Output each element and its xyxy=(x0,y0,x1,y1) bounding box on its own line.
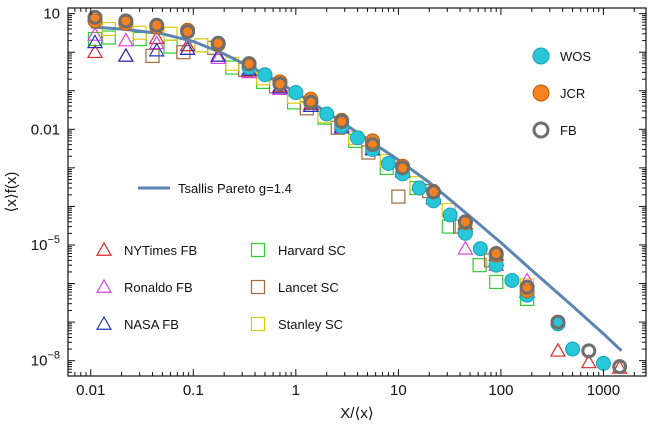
point-ronaldo-fb xyxy=(210,49,227,65)
legend-marker-harvard-sc xyxy=(250,242,266,258)
point-wos xyxy=(411,180,427,196)
point-nasa-fb xyxy=(179,40,196,55)
x-tick-label: 1 xyxy=(292,382,300,399)
legend-label-ronaldo-fb: Ronaldo FB xyxy=(124,280,193,295)
point-wos xyxy=(350,130,366,146)
y-tick-base: 10 xyxy=(31,237,48,254)
point-fb xyxy=(334,113,350,129)
legend-label-lancet-sc: Lancet SC xyxy=(278,280,339,295)
legend-marker-stanley-sc xyxy=(250,316,266,332)
series-jcr xyxy=(87,13,535,299)
y-tick-base: 10 xyxy=(31,353,48,370)
point-fb xyxy=(581,343,597,359)
point-fb xyxy=(87,9,103,25)
axes: 0.01 0.1 1 10 100 1000100.0110−510−8X/⟨x⟩⟨x⟩f… xyxy=(3,6,647,422)
point-fb xyxy=(365,137,381,153)
legend-label-jcr: JCR xyxy=(560,86,585,101)
point-fb xyxy=(210,35,226,51)
point-fb xyxy=(488,246,504,262)
point-jcr xyxy=(365,133,381,149)
y-tick-exponent: −8 xyxy=(47,350,60,362)
point-harvard-sc xyxy=(472,258,487,273)
point-wos xyxy=(472,241,488,257)
point-fb xyxy=(550,314,566,330)
point-wos xyxy=(504,272,520,288)
legend-label-fit: Tsallis Pareto g=1.4 xyxy=(178,181,292,196)
point-fb xyxy=(457,214,473,230)
point-ronaldo-fb xyxy=(457,240,474,255)
point-nytimes-fb xyxy=(86,43,104,59)
point-fb xyxy=(519,279,535,295)
x-tick-label: 100 xyxy=(488,382,513,399)
point-harvard-sc xyxy=(489,274,504,290)
x-tick-label: 0.01 xyxy=(76,382,105,399)
legend-marker-nytimes-fb xyxy=(95,241,113,256)
point-wos xyxy=(565,341,581,357)
point-ronaldo-fb xyxy=(117,32,134,47)
legend-label-nasa-fb: NASA FB xyxy=(124,317,179,332)
series-fb xyxy=(87,9,628,375)
legend-marker-wos xyxy=(532,47,550,65)
point-fb xyxy=(149,17,165,33)
point-wos xyxy=(595,355,611,371)
y-tick-label: 10−5 xyxy=(31,234,60,254)
legend-marker-nasa-fb xyxy=(95,315,113,330)
x-tick-label: 0.1 xyxy=(183,382,204,399)
point-ronaldo-fb xyxy=(86,26,104,41)
point-nytimes-fb xyxy=(549,342,566,357)
y-tick-label: 0.01 xyxy=(31,121,60,138)
legend-marker-jcr xyxy=(532,84,550,102)
point-fb xyxy=(612,359,628,375)
point-fb xyxy=(425,184,441,200)
point-nasa-fb xyxy=(86,34,104,49)
point-stanley-sc xyxy=(194,38,209,53)
point-jcr xyxy=(519,283,535,299)
x-axis-title: X/⟨x⟩ xyxy=(340,405,373,422)
plot-frame xyxy=(67,7,647,377)
point-nasa-fb xyxy=(210,47,227,62)
legend-label-wos: WOS xyxy=(560,49,591,64)
point-nytimes-fb xyxy=(179,37,196,52)
point-fb xyxy=(241,56,257,72)
legend-label-fb: FB xyxy=(560,123,577,138)
legend-label-harvard-sc: Harvard SC xyxy=(278,243,346,258)
y-axis-title: ⟨x⟩f(x) xyxy=(3,172,20,213)
point-jcr xyxy=(87,13,103,29)
point-wos xyxy=(257,67,273,83)
point-fb xyxy=(180,24,196,40)
legend: WOS JCR FB Tsallis Pareto g=1.4 NYTimes FB Ro… xyxy=(95,47,591,332)
point-nytimes-fb xyxy=(580,354,597,369)
point-fb xyxy=(118,13,134,29)
point-wos xyxy=(288,85,304,101)
y-tick-label: 10 xyxy=(43,6,60,23)
point-wos xyxy=(380,155,396,171)
point-ronaldo-fb xyxy=(148,35,165,50)
y-tick-exponent: −5 xyxy=(47,234,60,246)
legend-marker-lancet-sc xyxy=(250,279,266,295)
x-tick-label: 10 xyxy=(390,382,407,399)
point-nasa-fb xyxy=(148,42,165,57)
point-fb xyxy=(303,94,319,110)
legend-label-stanley-sc: Stanley SC xyxy=(278,317,343,332)
data-marks xyxy=(86,9,628,375)
x-tick-label: 1000 xyxy=(587,382,620,399)
legend-marker-ronaldo-fb xyxy=(95,278,113,293)
y-tick-label: 10−8 xyxy=(31,350,60,370)
point-wos xyxy=(442,207,458,223)
point-harvard-sc xyxy=(101,30,116,45)
point-nasa-fb xyxy=(117,47,134,62)
point-wos xyxy=(319,106,335,122)
point-fb xyxy=(395,160,411,176)
legend-marker-fb xyxy=(532,121,550,139)
point-lancet-sc xyxy=(391,189,406,204)
legend-label-nytimes-fb: NYTimes FB xyxy=(124,243,197,258)
point-fb xyxy=(272,76,288,92)
